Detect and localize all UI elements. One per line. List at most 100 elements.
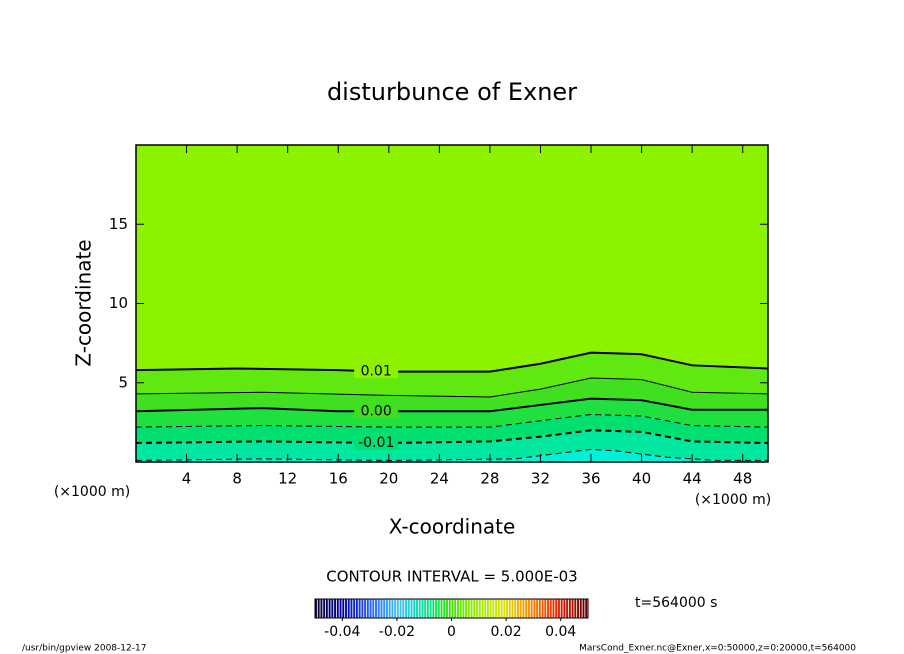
colorbar-swatch bbox=[517, 599, 519, 618]
colorbar-swatch bbox=[435, 599, 438, 618]
fill-layer bbox=[136, 145, 768, 462]
colorbar-swatch bbox=[358, 599, 361, 618]
colorbar-tick-label: 0 bbox=[447, 624, 456, 640]
colorbar-swatch bbox=[541, 599, 544, 618]
x-axis-label: X-coordinate bbox=[389, 515, 516, 539]
colorbar-swatch bbox=[413, 599, 416, 618]
x-tick-label: 28 bbox=[480, 470, 499, 488]
colorbar-swatch bbox=[339, 599, 342, 618]
colorbar-swatch bbox=[353, 599, 356, 618]
colorbar-swatch bbox=[467, 599, 470, 618]
colorbar-swatch bbox=[429, 599, 432, 618]
chart-title: disturbunce of Exner bbox=[327, 78, 577, 106]
colorbar-swatch bbox=[568, 599, 571, 618]
colorbar-swatch bbox=[448, 599, 451, 618]
colorbar-tick-label: -0.04 bbox=[324, 624, 360, 640]
colorbar-swatch bbox=[574, 599, 577, 618]
colorbar-swatch bbox=[566, 599, 569, 618]
fill-band bbox=[136, 377, 768, 412]
y-unit: (×1000 m) bbox=[54, 484, 130, 500]
colorbar-swatch bbox=[320, 599, 323, 618]
colorbar: -0.04 -0.02 0 0.02 0.04 bbox=[314, 598, 589, 640]
x-tick-label: 40 bbox=[632, 470, 651, 488]
colorbar-swatch bbox=[347, 599, 350, 618]
fill-band bbox=[136, 449, 768, 462]
y-tick-label: 10 bbox=[109, 294, 128, 312]
colorbar-swatch bbox=[508, 599, 511, 618]
colorbar-swatch bbox=[486, 599, 489, 618]
colorbar-tick-label: -0.02 bbox=[379, 624, 415, 640]
colorbar-swatch bbox=[484, 599, 487, 618]
colorbar-swatch bbox=[328, 599, 331, 618]
colorbar-swatch bbox=[317, 599, 320, 618]
colorbar-swatch bbox=[465, 599, 468, 618]
colorbar-swatch bbox=[555, 599, 558, 618]
colorbar-swatch bbox=[473, 599, 476, 618]
colorbar-swatch bbox=[476, 599, 478, 618]
colorbar-swatch bbox=[336, 599, 339, 618]
colorbar-swatch bbox=[582, 599, 585, 618]
colorbar-swatch bbox=[355, 599, 358, 618]
colorbar-swatch bbox=[325, 599, 328, 618]
colorbar-swatch bbox=[481, 599, 484, 618]
colorbar-swatch bbox=[377, 599, 380, 618]
colorbar-swatch bbox=[331, 599, 334, 618]
contour-label: 0.00 bbox=[361, 403, 392, 419]
colorbar-swatch bbox=[416, 599, 418, 618]
contour-interval: CONTOUR INTERVAL = 5.000E-03 bbox=[326, 568, 577, 586]
colorbar-swatch bbox=[456, 599, 459, 618]
colorbar-swatch bbox=[394, 599, 397, 618]
colorbar-swatch bbox=[577, 599, 579, 618]
colorbar-swatch bbox=[364, 599, 367, 618]
colorbar-swatch bbox=[446, 599, 448, 618]
colorbar-swatch bbox=[519, 599, 522, 618]
colorbar-swatch bbox=[514, 599, 517, 618]
fill-band bbox=[136, 145, 768, 372]
colorbar-swatch bbox=[432, 599, 435, 618]
x-tick-label: 16 bbox=[329, 470, 348, 488]
colorbar-tick-label: 0.02 bbox=[491, 624, 522, 640]
x-unit: (×1000 m) bbox=[695, 492, 771, 508]
colorbar-swatch bbox=[563, 599, 566, 618]
colorbar-swatch bbox=[500, 599, 503, 618]
colorbar-swatch bbox=[560, 599, 563, 618]
contour-label: 0.01 bbox=[361, 363, 392, 379]
contour-line bbox=[136, 429, 768, 444]
colorbar-swatch bbox=[549, 599, 552, 618]
colorbar-swatch bbox=[383, 599, 386, 618]
x-tick-label: 24 bbox=[430, 470, 449, 488]
colorbar-swatch bbox=[410, 599, 413, 618]
colorbar-swatch bbox=[424, 599, 427, 618]
label-gap bbox=[354, 435, 399, 450]
contour-line bbox=[136, 397, 768, 413]
colorbar-swatch bbox=[459, 599, 462, 618]
colorbar-swatch bbox=[375, 599, 377, 618]
x-tick-label: 48 bbox=[733, 470, 752, 488]
colorbar-swatch bbox=[571, 599, 574, 618]
colorbar-swatch bbox=[323, 599, 326, 618]
time-label: t=564000 s bbox=[635, 595, 717, 611]
fill-band bbox=[136, 398, 768, 428]
colorbar-swatch bbox=[489, 599, 492, 618]
x-tick-label: 44 bbox=[683, 470, 702, 488]
colorbar-swatch bbox=[451, 599, 454, 618]
colorbar-swatch bbox=[522, 599, 525, 618]
colorbar-swatch bbox=[372, 599, 375, 618]
x-tick-label: 12 bbox=[278, 470, 297, 488]
contour-line bbox=[136, 351, 768, 373]
contour-line bbox=[136, 413, 768, 428]
colorbar-swatch bbox=[421, 599, 424, 618]
colorbar-swatch bbox=[385, 599, 388, 618]
colorbar-swatch bbox=[454, 599, 457, 618]
colorbar-swatch bbox=[547, 599, 549, 618]
colorbar-swatch bbox=[440, 599, 443, 618]
colorbar-swatch bbox=[503, 599, 506, 618]
colorbar-swatch bbox=[391, 599, 394, 618]
colorbar-swatch bbox=[399, 599, 402, 618]
y-tick-label: 15 bbox=[109, 215, 128, 233]
colorbar-swatch bbox=[443, 599, 446, 618]
colorbar-swatch bbox=[506, 599, 509, 618]
x-tick-label: 32 bbox=[531, 470, 550, 488]
colorbar-swatch bbox=[369, 599, 372, 618]
footer-left: /usr/bin/gpview 2008-12-17 bbox=[22, 644, 146, 654]
